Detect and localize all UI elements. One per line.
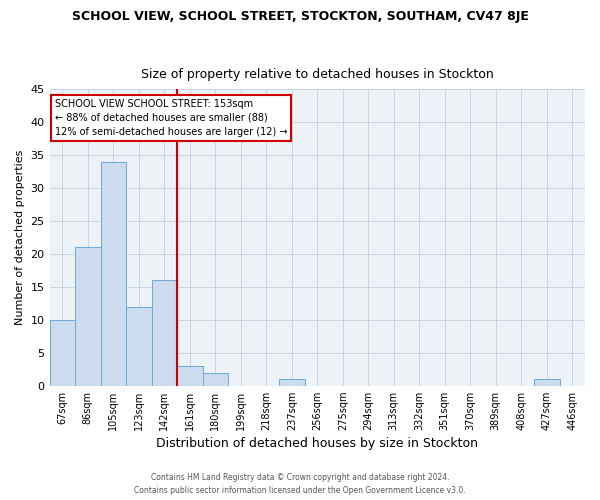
X-axis label: Distribution of detached houses by size in Stockton: Distribution of detached houses by size … — [156, 437, 478, 450]
Bar — [177, 366, 203, 386]
Bar — [203, 372, 228, 386]
Bar — [75, 248, 101, 386]
Bar — [279, 379, 305, 386]
Bar — [126, 306, 152, 386]
Text: SCHOOL VIEW SCHOOL STREET: 153sqm
← 88% of detached houses are smaller (88)
12% : SCHOOL VIEW SCHOOL STREET: 153sqm ← 88% … — [55, 99, 287, 137]
Text: Contains HM Land Registry data © Crown copyright and database right 2024.
Contai: Contains HM Land Registry data © Crown c… — [134, 474, 466, 495]
Bar — [50, 320, 75, 386]
Y-axis label: Number of detached properties: Number of detached properties — [15, 150, 25, 325]
Bar — [101, 162, 126, 386]
Title: Size of property relative to detached houses in Stockton: Size of property relative to detached ho… — [141, 68, 494, 81]
Bar — [152, 280, 177, 386]
Bar — [534, 379, 560, 386]
Text: SCHOOL VIEW, SCHOOL STREET, STOCKTON, SOUTHAM, CV47 8JE: SCHOOL VIEW, SCHOOL STREET, STOCKTON, SO… — [71, 10, 529, 23]
